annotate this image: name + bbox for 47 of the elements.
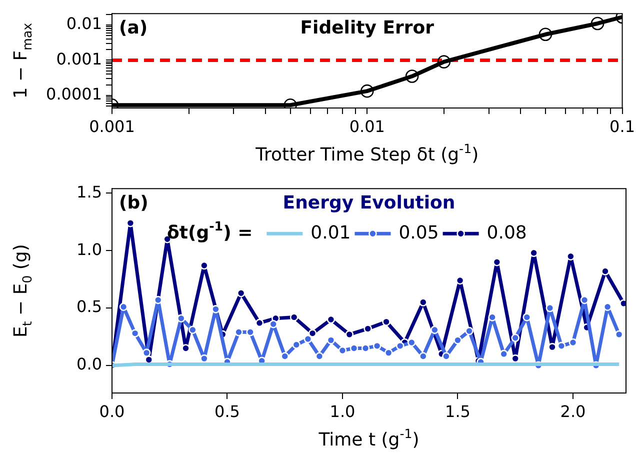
y-tick-label: 1.0: [76, 240, 102, 259]
x-tick-label: 1.5: [445, 402, 470, 421]
point: [308, 329, 317, 338]
x-tick-label: 1.0: [330, 402, 356, 421]
point: [465, 326, 474, 336]
annotation: (b): [119, 192, 148, 214]
point: [177, 314, 186, 323]
annotation: (a): [119, 17, 148, 38]
point: [601, 267, 610, 276]
point: [384, 348, 393, 357]
chart-title: Fidelity Error: [300, 17, 434, 38]
point: [396, 342, 404, 350]
y-axis-title: Et − E0 (g): [10, 244, 35, 338]
point: [269, 320, 278, 328]
point: [361, 344, 370, 352]
y-tick-label: 1.5: [76, 182, 102, 202]
legend-label: 0.08: [486, 222, 527, 244]
x-tick-label: 0.01: [349, 116, 385, 136]
x-tick-label: 2.0: [560, 402, 586, 421]
y-tick-label: 0.0: [76, 354, 102, 374]
x-tick-label: 0.001: [89, 116, 135, 136]
point: [430, 326, 439, 334]
y-tick-label: 0.001: [56, 49, 102, 68]
point: [511, 334, 520, 342]
chart-title: Energy Evolution: [282, 192, 456, 214]
point: [182, 344, 190, 352]
point: [326, 336, 336, 344]
point: [454, 336, 462, 344]
point: [442, 352, 450, 360]
point: [488, 313, 496, 322]
point: [290, 313, 298, 322]
x-tick-label: 0.1: [610, 116, 636, 136]
y-tick-label: 0.01: [66, 14, 102, 34]
point: [142, 348, 151, 357]
legend-label: 0.05: [398, 222, 439, 244]
y-axis-title: 1 − Fmax: [10, 22, 35, 99]
point: [212, 305, 220, 314]
point: [188, 326, 197, 334]
point: [419, 352, 428, 360]
y-tick-label: 0.5: [76, 297, 102, 316]
y-tick-label: 0.0001: [46, 84, 102, 104]
x-tick-label: 0.0: [99, 402, 125, 421]
point: [292, 340, 301, 349]
point: [315, 352, 324, 360]
point: [350, 344, 358, 352]
legend-label: 0.01: [310, 222, 351, 244]
x-tick-label: 0.5: [214, 402, 240, 421]
